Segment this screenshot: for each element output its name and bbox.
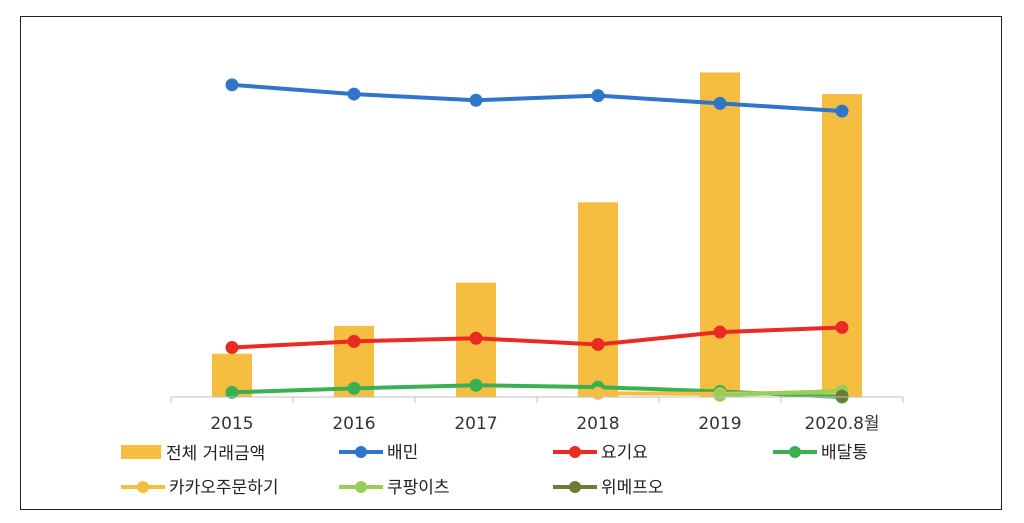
legend-item-2: 배달통 (773, 443, 868, 463)
legend-label: 배달통 (821, 443, 868, 463)
tick-label: 2016 (332, 414, 375, 434)
line-series-0 (225, 78, 849, 118)
data-point (225, 78, 239, 92)
data-point (347, 381, 361, 395)
data-point (469, 331, 483, 345)
tick-label: 2019 (698, 414, 741, 434)
legend-item-0: 배민 (339, 443, 418, 463)
legend-marker (355, 446, 367, 458)
legend-item-bar: 전체 거래금액 (121, 444, 265, 464)
data-point (225, 385, 239, 399)
legend-item-1: 요기요 (553, 443, 648, 463)
line-series-5 (835, 389, 849, 403)
data-point (591, 337, 605, 351)
data-point (835, 320, 849, 334)
data-point (469, 93, 483, 107)
data-point (591, 386, 605, 400)
legend-label: 위메프오 (601, 478, 664, 498)
legend-label: 배민 (387, 443, 418, 463)
data-point (591, 89, 605, 103)
data-point (713, 325, 727, 339)
data-point (347, 87, 361, 101)
tick-label: 2020.8월 (804, 414, 879, 434)
data-point (835, 389, 849, 403)
bar-2019 (700, 72, 740, 398)
legend-label: 카카오주문하기 (169, 478, 278, 498)
line-series-group (225, 78, 849, 404)
bar-2020.8월 (822, 94, 862, 397)
tick-label: 2015 (210, 414, 253, 434)
bar-2018 (578, 202, 618, 397)
x-axis-ticks: 2015 2016 2017 2018 2019 2020.8월 (170, 397, 904, 434)
data-point (713, 388, 727, 402)
legend-label: 전체 거래금액 (166, 444, 265, 464)
series-line (719, 388, 843, 398)
data-point (469, 378, 483, 392)
legend-marker (569, 481, 581, 493)
data-point (347, 334, 361, 348)
series-line (231, 82, 843, 114)
chart-frame: 2015 2016 2017 2018 2019 2020.8월 전체 거래금액 배민 요기요… (20, 16, 1002, 510)
tick-label: 2018 (576, 414, 619, 434)
legend-label: 요기요 (601, 443, 648, 463)
legend-item-4: 쿠팡이츠 (339, 478, 450, 498)
data-point (835, 104, 849, 118)
combo-chart: 2015 2016 2017 2018 2019 2020.8월 전체 거래금액 배민 요기요… (121, 72, 904, 498)
line-series-1 (225, 320, 849, 355)
legend-marker (789, 446, 801, 458)
legend-marker (569, 446, 581, 458)
tick-label: 2017 (454, 414, 497, 434)
data-point (713, 96, 727, 110)
data-point (225, 341, 239, 355)
legend-marker (137, 481, 149, 493)
legend-marker (355, 481, 367, 493)
legend-item-3: 카카오주문하기 (121, 478, 278, 498)
bar-series (212, 72, 862, 398)
legend-swatch (121, 445, 161, 459)
legend-item-5: 위메프오 (553, 478, 664, 498)
legend-label: 쿠팡이츠 (387, 478, 450, 498)
series-line (231, 325, 843, 350)
